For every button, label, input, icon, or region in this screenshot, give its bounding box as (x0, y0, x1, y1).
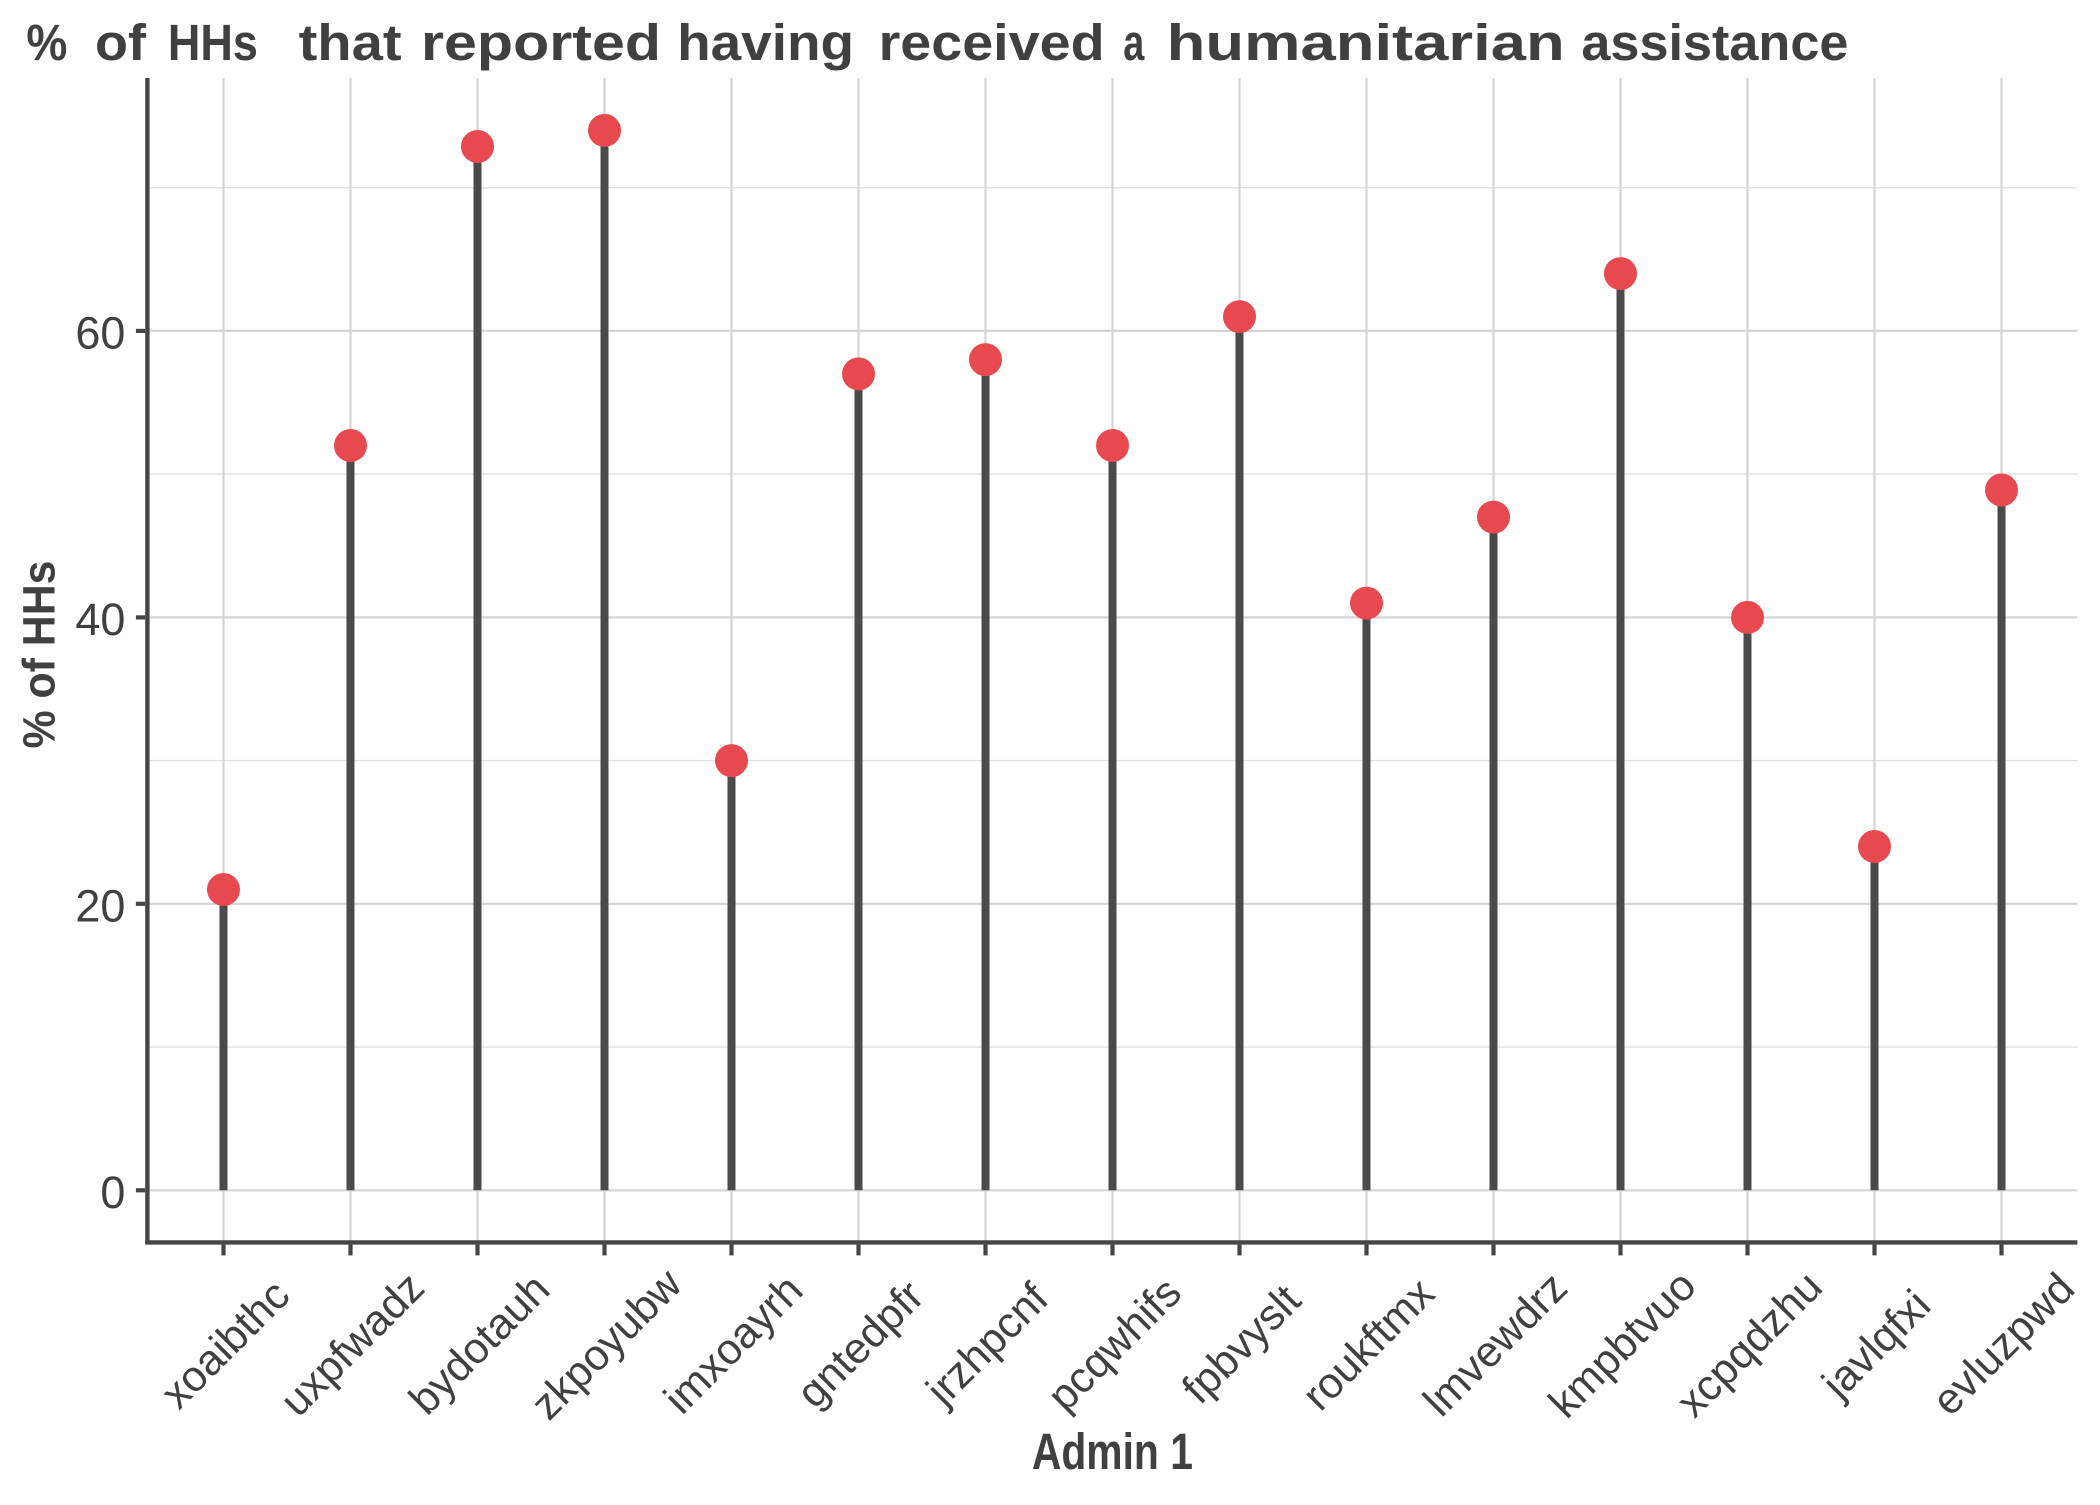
svg-text:reported: reported (421, 14, 661, 71)
svg-text:% of HHs: % of HHs (13, 561, 64, 749)
svg-text:HHs: HHs (168, 14, 258, 71)
svg-text:40: 40 (75, 594, 125, 645)
svg-text:a: a (1123, 14, 1144, 71)
svg-text:20: 20 (75, 880, 125, 931)
svg-text:received: received (879, 14, 1105, 71)
svg-text:of: of (95, 14, 147, 71)
svg-text:having: having (677, 14, 854, 71)
svg-text:that: that (299, 14, 402, 71)
svg-text:assistance: assistance (1581, 14, 1848, 71)
svg-text:humanitarian: humanitarian (1167, 14, 1565, 71)
svg-text:0: 0 (100, 1167, 125, 1218)
svg-text:60: 60 (75, 308, 125, 359)
svg-text:Admin 1: Admin 1 (1032, 1423, 1193, 1480)
svg-text:%: % (26, 14, 67, 71)
